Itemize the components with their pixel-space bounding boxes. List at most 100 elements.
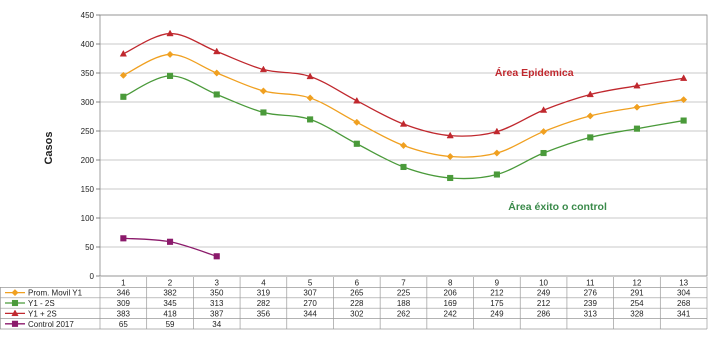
table-cell: 282 <box>257 299 271 308</box>
table-cell: 304 <box>677 289 691 298</box>
grid-lines <box>99 14 708 277</box>
data-point <box>587 134 594 141</box>
data-point <box>493 149 501 157</box>
x-tick-label: 10 <box>539 278 548 287</box>
y-axis-label: Casos <box>43 131 55 164</box>
table-cell: 175 <box>490 299 504 308</box>
data-point <box>306 94 314 102</box>
table-cell: 319 <box>257 289 271 298</box>
table-cell: 212 <box>490 289 504 298</box>
table-cell: 65 <box>119 320 128 329</box>
table-cell: 328 <box>630 309 644 318</box>
table-cell: 268 <box>677 299 691 308</box>
y-tick-label: 300 <box>81 98 95 107</box>
data-point <box>307 116 314 123</box>
y-tick-label: 150 <box>81 185 95 194</box>
y-tick-label: 350 <box>81 69 95 78</box>
data-point <box>120 93 127 100</box>
x-tick-label: 1 <box>121 278 126 287</box>
table-cell: 382 <box>163 289 177 298</box>
data-point <box>166 72 174 79</box>
y-tick-label: 0 <box>90 272 95 281</box>
data-point <box>259 65 268 73</box>
data-point <box>586 90 594 98</box>
table-cell: 169 <box>444 299 458 308</box>
data-point <box>213 47 221 55</box>
x-tick-label: 13 <box>679 278 688 287</box>
y-axis: 0 50 100 150 200 250 300 350 400 450 <box>81 11 100 281</box>
table-cell: 242 <box>444 309 458 318</box>
table-cell: 206 <box>444 289 458 298</box>
series-line <box>123 75 684 180</box>
y-tick-label: 200 <box>81 156 95 165</box>
legend-label: Y1 + 2S <box>28 309 57 318</box>
y-tick-label: 50 <box>85 243 94 252</box>
data-point <box>213 253 220 260</box>
data-point <box>400 163 407 171</box>
data-point <box>213 91 220 98</box>
table-cell: 59 <box>166 320 175 329</box>
series-2 <box>119 29 688 139</box>
annotations: Área Epidemica Área éxito o control <box>495 66 607 213</box>
legend-marker <box>11 299 19 307</box>
annotation-label: Área Epidemica <box>495 66 574 79</box>
series-1 <box>120 72 687 182</box>
data-point <box>633 103 641 111</box>
data-point <box>399 141 408 150</box>
table-cell: 262 <box>397 309 411 318</box>
data-point <box>586 112 594 120</box>
x-tick-label: 8 <box>448 278 453 287</box>
table-cell: 345 <box>163 299 177 308</box>
table-cell: 270 <box>303 299 317 308</box>
plot-frame <box>99 14 708 277</box>
y-tick-label: 250 <box>81 127 95 136</box>
y-tick-label: 450 <box>81 11 95 20</box>
table-cell: 418 <box>163 309 177 318</box>
legend-label: Control 2017 <box>28 320 74 329</box>
legend-entry: Y1 + 2S <box>5 309 57 318</box>
data-point <box>260 109 267 116</box>
data-point <box>353 96 361 104</box>
data-point <box>447 174 454 182</box>
data-point <box>166 50 174 58</box>
data-point <box>680 74 688 81</box>
annotation-label: Área éxito o control <box>508 200 607 213</box>
data-point <box>446 152 454 161</box>
table-cell: 212 <box>537 299 551 308</box>
data-point <box>680 96 688 104</box>
data-point <box>353 140 360 147</box>
table-cell: 387 <box>210 309 224 318</box>
data-point <box>166 29 174 37</box>
data-point <box>633 125 641 132</box>
table-cell: 383 <box>117 309 131 318</box>
legend-label: Y1 - 2S <box>28 299 55 308</box>
table-cell: 249 <box>537 289 551 298</box>
data-point <box>259 87 267 95</box>
table-cell: 286 <box>537 309 551 318</box>
data-point <box>633 81 641 89</box>
legend-entry: Control 2017 <box>5 320 74 329</box>
table-cell: 34 <box>212 320 221 329</box>
table-cell: 254 <box>630 299 644 308</box>
table-cell: 249 <box>490 309 504 318</box>
data-point <box>493 171 500 178</box>
x-tick-label: 9 <box>495 278 500 287</box>
table-cell: 276 <box>584 289 598 298</box>
y-tick-label: 100 <box>81 214 95 223</box>
table-cell: 291 <box>630 289 644 298</box>
legend-label: Prom. Movil Y1 <box>28 289 83 298</box>
x-tick-label: 5 <box>308 278 313 287</box>
legend-entry: Prom. Movil Y1 <box>5 289 83 298</box>
table-cell: 188 <box>397 299 411 308</box>
x-tick-label: 12 <box>633 278 642 287</box>
table-cell: 350 <box>210 289 224 298</box>
table-cell: 313 <box>210 299 224 308</box>
data-point <box>540 128 548 136</box>
data-point <box>119 49 127 57</box>
legend-marker <box>11 309 19 317</box>
table-cell: 341 <box>677 309 691 318</box>
table-cell: 309 <box>117 299 131 308</box>
x-tick-label: 11 <box>586 278 595 287</box>
